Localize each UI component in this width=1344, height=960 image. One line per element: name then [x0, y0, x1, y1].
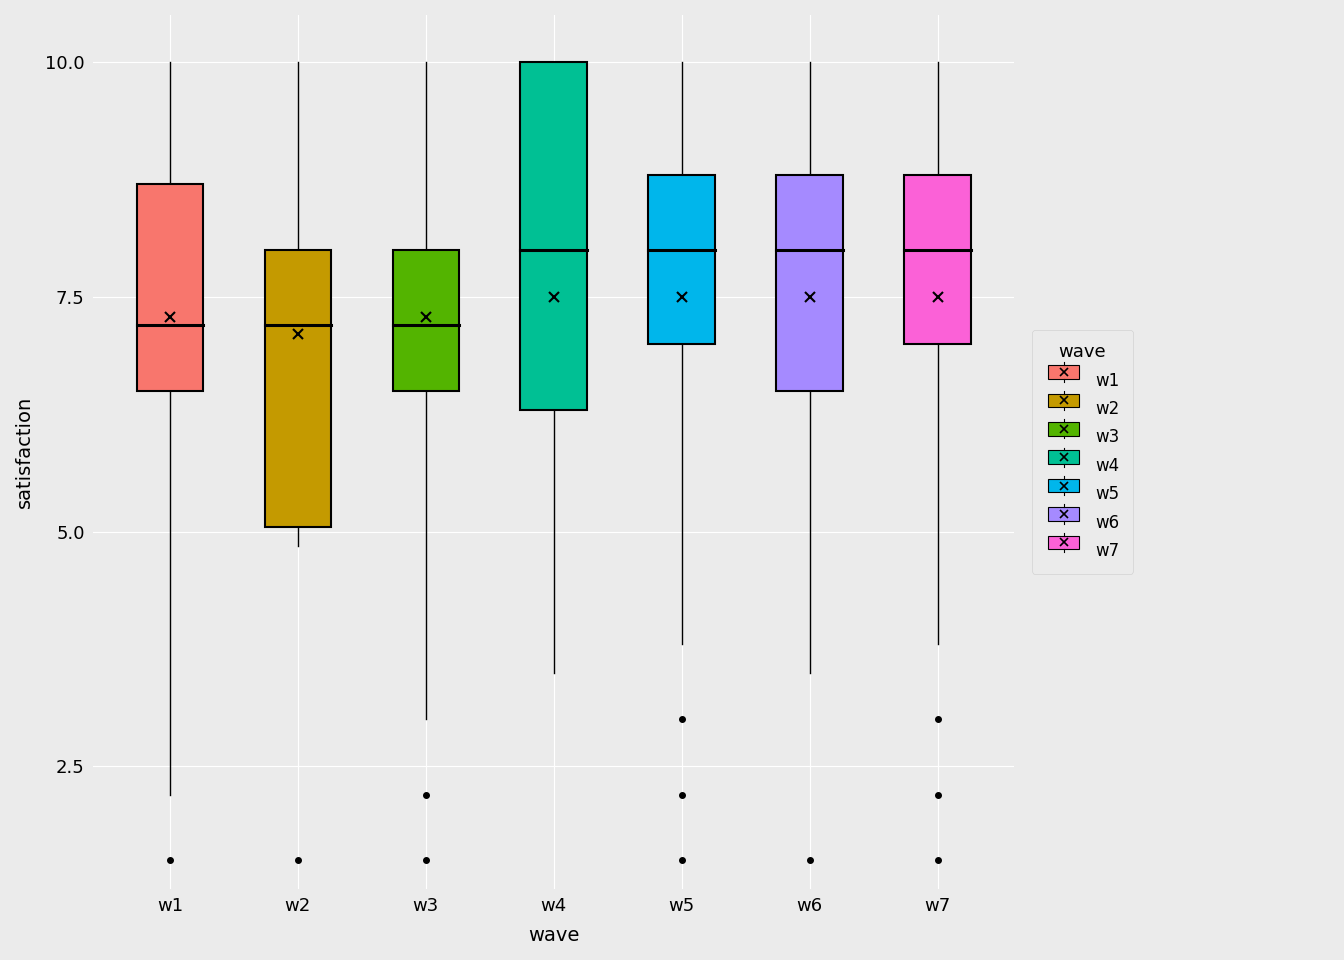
Bar [905, 175, 970, 344]
Y-axis label: satisfaction: satisfaction [15, 396, 34, 508]
Bar [777, 175, 843, 391]
Bar [392, 250, 460, 391]
Legend: w1, w2, w3, w4, w5, w6, w7: w1, w2, w3, w4, w5, w6, w7 [1032, 330, 1133, 573]
X-axis label: wave: wave [528, 926, 579, 945]
Bar [648, 175, 715, 344]
Bar [265, 250, 331, 527]
Bar [137, 184, 203, 391]
Bar [520, 62, 587, 410]
